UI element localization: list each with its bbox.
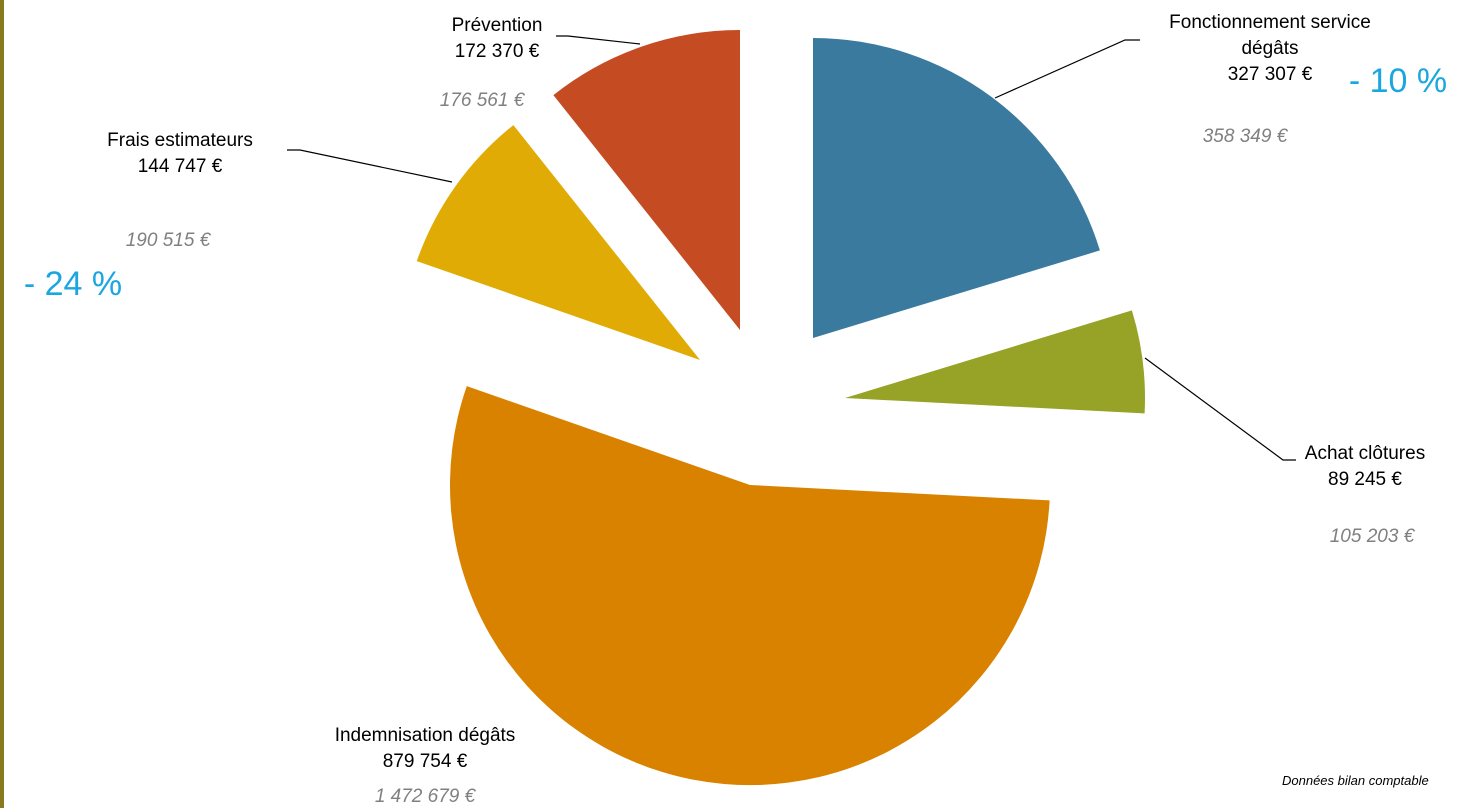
pie-slice-2 <box>845 310 1145 414</box>
slice-value-3: 879 754 € <box>383 751 468 772</box>
leader-line-4 <box>287 149 453 183</box>
leader-line-2 <box>1144 357 1296 461</box>
leader-line-5 <box>556 35 641 45</box>
slice-change-4: - 24 % <box>24 265 122 303</box>
slice-previous-value-1: 358 349 € <box>1203 126 1289 147</box>
slice-previous-value-5: 176 561 € <box>440 90 526 111</box>
slice-label-2: Achat clôtures <box>1305 443 1425 464</box>
slice-value-2: 89 245 € <box>1328 469 1402 490</box>
pie-slice-4 <box>416 125 700 360</box>
pie-slice-3 <box>449 386 1050 786</box>
slice-label-4: Frais estimateurs <box>107 130 253 151</box>
pie-slice-5 <box>553 30 740 330</box>
footnote-source: Données bilan comptable <box>1282 773 1429 788</box>
slice-value-5: 172 370 € <box>455 41 540 62</box>
leader-line-1 <box>994 39 1140 99</box>
slice-change-1: - 10 % <box>1349 62 1447 100</box>
slice-value-1: 327 307 € <box>1228 64 1313 85</box>
slice-label-5: Prévention <box>452 15 543 36</box>
slice-label-1: Fonctionnement service <box>1169 12 1371 33</box>
slice-label-1-line-2: dégâts <box>1241 38 1298 59</box>
pie-slice-1 <box>813 38 1100 338</box>
slice-value-4: 144 747 € <box>138 156 223 177</box>
frame-border <box>0 0 4 808</box>
slice-previous-value-4: 190 515 € <box>126 230 212 251</box>
slice-previous-value-2: 105 203 € <box>1330 526 1416 547</box>
slice-label-3: Indemnisation dégâts <box>335 725 516 746</box>
slice-previous-value-3: 1 472 679 € <box>375 786 477 807</box>
